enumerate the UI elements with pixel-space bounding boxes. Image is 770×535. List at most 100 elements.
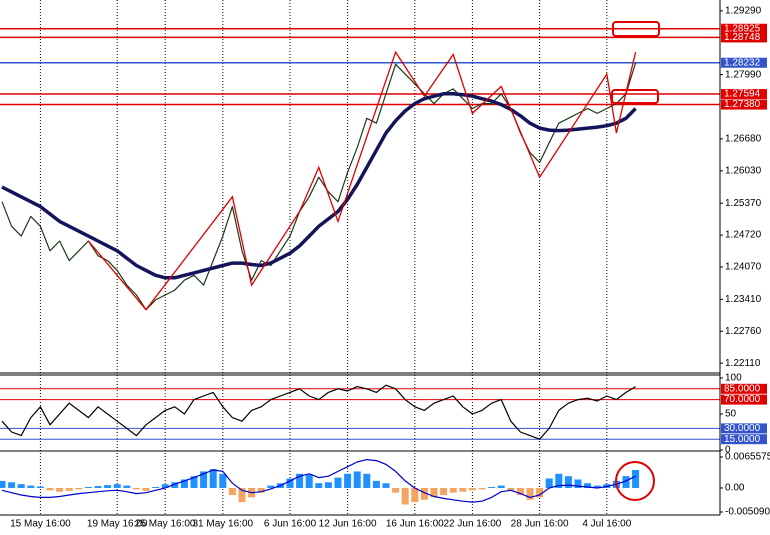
- y-tick-label: 1.23410: [725, 294, 762, 305]
- histogram-bar: [478, 487, 486, 490]
- histogram-bar: [296, 473, 304, 488]
- histogram-bar: [632, 470, 640, 488]
- annotation-box: [612, 21, 660, 37]
- histogram-bar: [440, 487, 448, 496]
- histogram-bar: [161, 484, 169, 488]
- histogram-bar: [305, 474, 313, 488]
- y-tick-label: 1.24720: [725, 230, 762, 241]
- level-label: 1.27380: [724, 99, 761, 110]
- histogram-bar: [555, 473, 563, 488]
- histogram-bar: [0, 480, 6, 488]
- level-label: 85.0000: [724, 383, 761, 394]
- histogram-bar: [142, 487, 150, 491]
- histogram-bar: [430, 487, 438, 498]
- level-label: 1.28925: [724, 23, 761, 34]
- histogram-bar: [104, 485, 112, 488]
- x-tick-label: 28 Jun 16:00: [511, 519, 569, 530]
- histogram-bar: [516, 487, 524, 496]
- x-tick-label: 4 Jul 16:00: [582, 519, 631, 530]
- histogram-bar: [507, 487, 515, 491]
- histogram-bar: [84, 487, 92, 488]
- histogram-bar: [152, 487, 160, 488]
- y-tick-label: 1.26680: [725, 134, 762, 145]
- level-label-box: [721, 383, 767, 394]
- x-tick-label: 16 Jun 16:00: [386, 519, 444, 530]
- x-tick-label: 22 Jun 16:00: [443, 519, 501, 530]
- y-tick-label: 1.25370: [725, 198, 762, 209]
- histogram-bar: [334, 477, 342, 488]
- histogram-bar: [315, 483, 323, 488]
- level-label-box: [721, 89, 767, 100]
- annotation-circle: [615, 461, 655, 501]
- x-tick-label: 31 May 16:00: [192, 519, 253, 530]
- histogram-bar: [36, 486, 44, 488]
- y-tick-label: 1.22110: [725, 358, 761, 369]
- histogram-bar: [584, 483, 592, 488]
- x-tick-label: 19 May 16:00: [87, 519, 148, 530]
- histogram-bar: [593, 485, 601, 488]
- histogram-bar: [17, 484, 25, 488]
- y-tick-label: 1.27990: [725, 69, 762, 80]
- histogram-bar: [209, 469, 217, 488]
- level-label-box: [721, 423, 767, 434]
- series-line: [1, 92, 637, 280]
- histogram-bar: [363, 473, 371, 488]
- histogram-bar: [171, 482, 179, 488]
- y-tick-label: 100: [725, 373, 742, 384]
- histogram-bar: [622, 476, 630, 488]
- histogram-bar: [200, 471, 208, 488]
- histogram-bar: [65, 487, 73, 491]
- histogram-bar: [56, 487, 64, 492]
- y-tick-label: -0.0050909: [725, 507, 770, 518]
- histogram-bar: [324, 482, 332, 488]
- histogram-bar: [488, 487, 496, 488]
- series-line: [1, 62, 637, 311]
- level-label-box: [721, 99, 767, 110]
- histogram-bar: [353, 471, 361, 488]
- histogram-bar: [459, 487, 467, 492]
- histogram-bar: [420, 487, 428, 500]
- y-tick-label: 1.29290: [725, 5, 762, 16]
- histogram-bar: [372, 480, 380, 488]
- histogram-bar: [27, 485, 35, 488]
- histogram-bar: [449, 487, 457, 493]
- histogram-bar: [123, 485, 131, 488]
- y-tick-label: 1.24070: [725, 262, 762, 273]
- histogram-bar: [228, 487, 236, 496]
- level-label: 1.28748: [724, 32, 761, 43]
- histogram-bar: [497, 485, 505, 488]
- y-tick-label: 50: [725, 409, 737, 420]
- level-label-box: [721, 57, 767, 68]
- level-label: 70.0000: [724, 394, 761, 405]
- histogram-bar: [564, 476, 572, 488]
- histogram-bar: [267, 485, 275, 488]
- x-tick-label: 6 Jun 16:00: [264, 519, 317, 530]
- y-tick-label: 1.26030: [725, 165, 762, 176]
- histogram-bar: [286, 478, 294, 488]
- histogram-bar: [75, 487, 83, 490]
- x-tick-label: 12 Jun 16:00: [319, 519, 377, 530]
- y-tick-label: 1.22760: [725, 326, 762, 337]
- level-label: 15.0000: [724, 434, 761, 445]
- histogram-bar: [257, 487, 265, 493]
- histogram-bar: [468, 487, 476, 491]
- y-tick-label: 0.0065575: [725, 452, 770, 463]
- zigzag-line: [87, 50, 637, 311]
- histogram-bar: [526, 487, 534, 500]
- histogram-bar: [219, 473, 227, 488]
- series-line: [1, 459, 636, 503]
- level-label: 1.27594: [724, 89, 761, 100]
- histogram-bar: [574, 479, 582, 488]
- histogram-bar: [536, 487, 544, 498]
- series-line: [1, 384, 636, 440]
- histogram-bar: [8, 482, 16, 488]
- histogram-bar: [180, 479, 188, 488]
- histogram-bar: [113, 484, 121, 488]
- y-tick-label: 0: [725, 445, 731, 456]
- level-label: 1.28232: [724, 57, 761, 68]
- level-label-box: [721, 394, 767, 405]
- level-label-box: [721, 434, 767, 445]
- histogram-bar: [344, 473, 352, 488]
